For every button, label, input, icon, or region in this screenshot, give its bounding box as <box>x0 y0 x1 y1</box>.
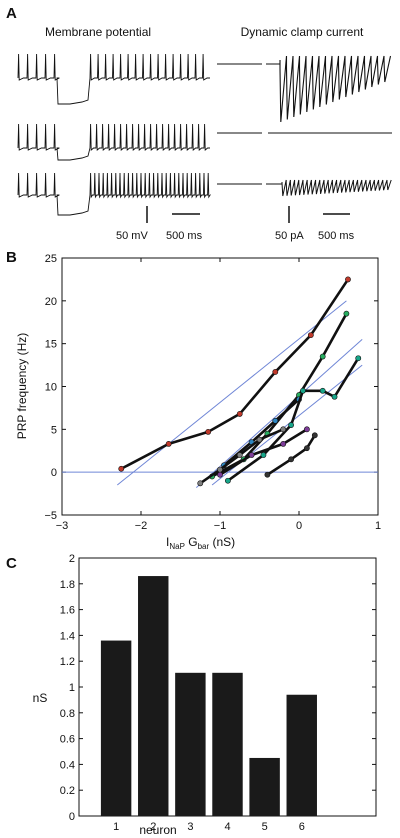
bar-neuron-4 <box>212 672 243 816</box>
y-tick-label: 0.2 <box>60 785 75 797</box>
series-line-5 <box>219 428 308 476</box>
x-tick-label: −3 <box>56 520 69 532</box>
time-scale-label-left: 500 ms <box>166 230 203 242</box>
series-line-2 <box>211 313 348 478</box>
data-point <box>272 369 279 375</box>
data-point <box>260 452 267 458</box>
clamp-current-trace-1 <box>217 55 392 123</box>
bars <box>100 576 317 816</box>
y-axis-label: PRP frequency (Hz) <box>15 333 29 439</box>
time-scale-label-right: 500 ms <box>318 230 355 242</box>
data-point <box>272 417 279 424</box>
data-point <box>236 452 243 458</box>
data-point <box>303 426 310 433</box>
membrane-potential-title: Membrane potential <box>45 25 151 39</box>
traces <box>17 53 392 216</box>
y-tick-label: 15 <box>45 339 57 351</box>
data-point <box>288 456 294 463</box>
data-point <box>307 332 314 338</box>
bar-neuron-2 <box>138 576 169 816</box>
x-axis-label: INaP Gbar (nS) <box>166 535 235 551</box>
y-tick-label: 0 <box>69 811 75 823</box>
series-line-1 <box>120 278 350 470</box>
x-tick-label: 0 <box>296 520 302 532</box>
panel-c: C 0 0.2 0.4 0.6 0.8 1 1.2 1.4 1.6 1.8 2 1 2 3 4 5 6 nS n… <box>6 553 377 837</box>
y-tick-label: 1.6 <box>60 605 75 617</box>
y-tick-label: 10 <box>45 382 57 394</box>
x-tick-label: 1 <box>375 520 381 532</box>
series-line-7 <box>266 434 316 476</box>
data-point <box>300 387 306 394</box>
data-point <box>288 422 294 428</box>
data-point <box>224 477 231 484</box>
axis-ticks: −3 −2 −1 0 1 −5 0 5 10 15 20 25 <box>44 253 381 532</box>
y-tick-label: 0.6 <box>60 734 75 746</box>
x-tick-label: 5 <box>262 821 268 833</box>
y-tick-label: 0.8 <box>60 708 75 720</box>
data-point <box>236 411 243 417</box>
data-point <box>319 353 326 360</box>
y-tick-label: 0 <box>51 467 57 479</box>
y-tick-label: 5 <box>51 424 57 436</box>
y-tick-label: 1.2 <box>60 656 75 668</box>
x-tick-label: 6 <box>299 821 305 833</box>
y-tick-label: −5 <box>44 510 57 522</box>
data-point <box>280 426 287 433</box>
data-point <box>205 429 212 435</box>
x-tick-label: 2 <box>150 821 156 833</box>
y-tick-label: 0.4 <box>60 759 75 771</box>
data-point <box>197 480 204 487</box>
data-point <box>303 445 310 452</box>
x-tick-label: −1 <box>214 520 227 532</box>
panel-c-label: C <box>6 555 17 572</box>
y-axis-label: nS <box>33 691 48 705</box>
membrane-trace-1 <box>17 53 210 105</box>
x-tick-label: 4 <box>224 821 230 833</box>
y-tick-label: 1.8 <box>60 579 75 591</box>
y-tick-label: 1.4 <box>60 630 75 642</box>
membrane-trace-2 <box>17 123 210 161</box>
data-point <box>217 471 223 478</box>
membrane-trace-3 <box>17 172 211 216</box>
data-point <box>248 452 255 458</box>
bar-neuron-5 <box>249 757 280 816</box>
bar-neuron-6 <box>286 694 317 816</box>
x-tick-label: 1 <box>113 821 119 833</box>
data-point <box>165 440 172 447</box>
x-tick-label: −2 <box>135 520 148 532</box>
bar-neuron-3 <box>175 672 206 816</box>
series-line-4 <box>227 357 360 482</box>
panel-b-label: B <box>6 249 17 266</box>
x-tick-label: 3 <box>187 821 193 833</box>
data-point <box>264 471 271 478</box>
panel-a: A Membrane potential Dynamic clamp curre… <box>6 5 392 242</box>
clamp-current-trace-3 <box>217 179 392 197</box>
data-point <box>311 432 318 439</box>
y-tick-label: 1 <box>69 682 75 694</box>
axis-ticks: 0 0.2 0.4 0.6 0.8 1 1.2 1.4 1.6 1.8 2 1 2 3 4 5 6 <box>60 553 376 833</box>
data-point <box>118 465 125 472</box>
data-point <box>331 393 338 400</box>
data-point <box>319 387 326 394</box>
y-tick-label: 2 <box>69 553 75 565</box>
data-point <box>345 276 351 283</box>
data-series <box>118 276 362 487</box>
voltage-scale-label: 50 mV <box>116 230 148 242</box>
current-scale-label: 50 pA <box>275 230 304 242</box>
data-point <box>256 436 263 443</box>
dynamic-clamp-title: Dynamic clamp current <box>241 25 364 39</box>
data-point <box>280 440 287 447</box>
y-tick-label: 20 <box>45 296 57 308</box>
x-axis-label: neuron <box>139 823 176 837</box>
data-point <box>355 355 362 362</box>
panel-b: B −3 −2 −1 0 1 −5 0 5 10 15 20 25 PRP frequency (Hz… <box>6 249 381 551</box>
data-point <box>343 310 350 317</box>
y-tick-label: 25 <box>45 253 57 265</box>
panel-a-label: A <box>6 5 17 22</box>
data-point <box>217 466 223 473</box>
bar-neuron-1 <box>100 640 132 816</box>
fit-line-1 <box>116 300 347 486</box>
